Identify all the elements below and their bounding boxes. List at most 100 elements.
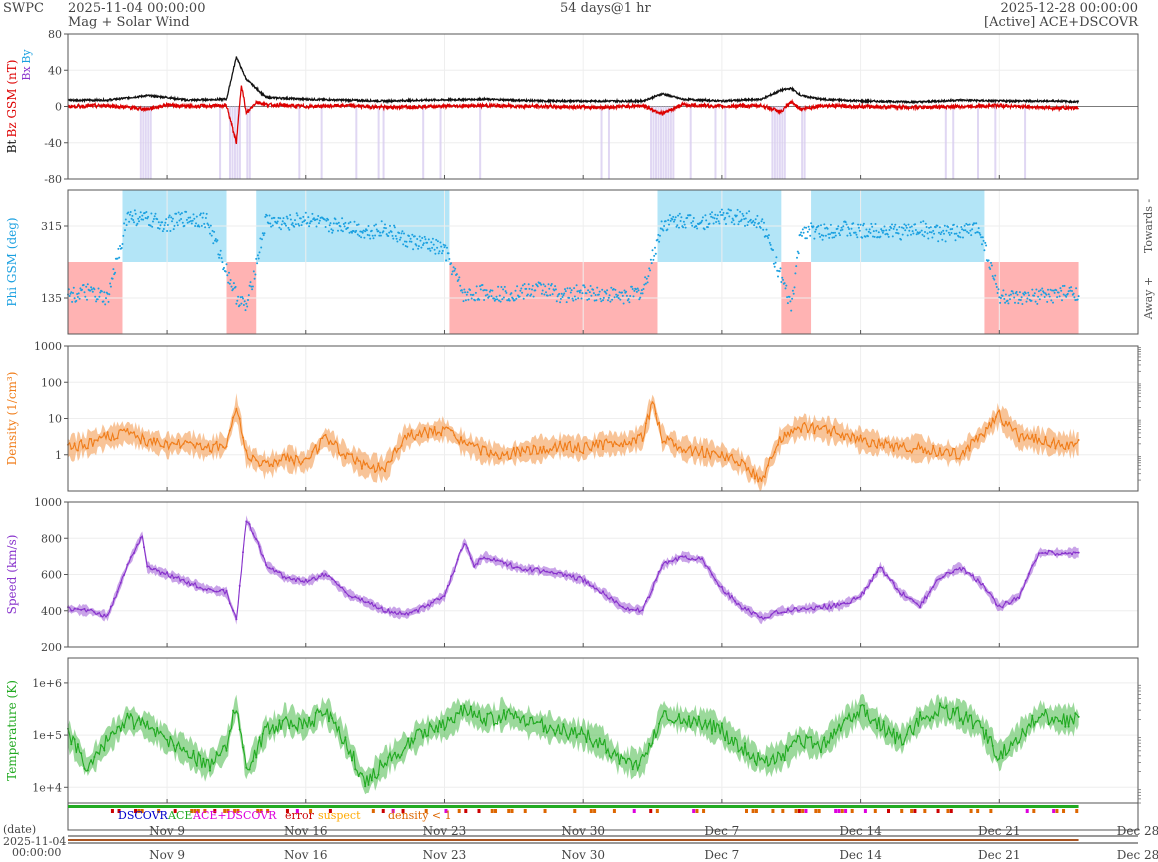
speed-point: [331, 578, 334, 581]
density-point: [469, 442, 472, 445]
speed-point: [925, 597, 928, 600]
phi-point: [531, 284, 534, 287]
phi-point: [848, 232, 851, 235]
phi-point: [895, 228, 898, 231]
phi-point: [955, 232, 958, 235]
temperature-point: [796, 734, 799, 737]
phi-point: [1045, 293, 1048, 296]
density-point: [506, 451, 509, 454]
speed-point: [909, 597, 912, 600]
phi-point: [377, 230, 380, 233]
phi-point: [874, 223, 877, 225]
phi-point: [460, 289, 463, 292]
phi-point: [406, 245, 409, 248]
density-point: [324, 433, 327, 436]
phi-point: [261, 232, 264, 235]
phi-point: [545, 291, 547, 294]
phi-point: [641, 292, 644, 295]
density-point: [711, 450, 713, 453]
speed-point: [360, 597, 363, 600]
phi-point: [690, 221, 693, 224]
speed-point: [1071, 553, 1073, 556]
status-source-bar: [68, 805, 1079, 808]
phi-point: [422, 244, 424, 246]
mag-ytick-label-4: -80: [44, 173, 62, 186]
phi-point: [375, 223, 377, 226]
speed-point: [598, 591, 601, 594]
temperature-point: [1061, 722, 1063, 725]
phi-point: [1048, 295, 1051, 298]
phi-point: [437, 252, 440, 255]
density-point: [519, 454, 522, 457]
phi-point: [483, 299, 486, 301]
phi-point: [839, 234, 841, 237]
phi-point: [962, 236, 964, 239]
temperature-point: [1014, 737, 1017, 740]
phi-point: [363, 236, 366, 239]
phi-point: [150, 212, 153, 215]
temperature-point: [829, 732, 832, 735]
density-point: [119, 428, 122, 431]
phi-point: [803, 226, 806, 229]
phi-point: [368, 234, 371, 237]
density-point: [331, 442, 334, 445]
temperature-point: [730, 736, 733, 739]
density-point: [644, 422, 647, 425]
phi-point: [709, 213, 712, 216]
legend-ace: ACE: [167, 809, 192, 822]
phi-point: [491, 289, 494, 292]
legend-ace-dscovr: ACE+DSCOVR: [192, 809, 277, 822]
phi-point: [202, 212, 205, 215]
phi-point: [140, 218, 143, 221]
phi-point: [301, 221, 304, 224]
phi-point: [1008, 294, 1011, 297]
density-point: [654, 412, 657, 415]
temperature-point: [813, 742, 816, 745]
phi-point: [122, 234, 125, 237]
phi-point: [258, 251, 261, 254]
temperature-point: [654, 736, 657, 738]
density-point: [156, 438, 159, 440]
phi-point: [1047, 288, 1049, 291]
bz-south-marker: [248, 106, 251, 179]
phi-point: [270, 225, 273, 228]
temperature-point: [489, 711, 492, 714]
phi-point: [628, 301, 631, 304]
phi-point: [760, 220, 763, 223]
phi-point: [356, 233, 359, 236]
phi-point: [383, 226, 386, 229]
density-point: [195, 442, 198, 445]
status-flag: [751, 809, 755, 813]
bz-south-marker: [662, 106, 665, 179]
speed-point: [166, 571, 169, 574]
phi-point: [879, 235, 882, 238]
status-flag: [781, 809, 785, 813]
status-flag: [1025, 809, 1029, 813]
phi-point: [651, 249, 654, 252]
speed-point: [529, 566, 532, 569]
density-point: [169, 443, 172, 446]
phi-point: [204, 226, 207, 229]
phi-point: [934, 226, 937, 229]
phi-point: [555, 300, 558, 303]
phi-point: [585, 292, 588, 295]
speed-point: [760, 616, 763, 618]
speed-point: [212, 589, 215, 592]
speed-point: [876, 571, 879, 574]
phi-point: [673, 220, 675, 223]
density-point: [625, 443, 628, 446]
phi-point: [669, 219, 672, 222]
speed-point: [235, 618, 238, 621]
phi-point: [676, 224, 679, 227]
phi-point: [1018, 298, 1021, 301]
density-point: [288, 459, 291, 462]
speed-point: [942, 575, 945, 578]
phi-point: [252, 270, 255, 273]
temperature-point: [440, 726, 443, 729]
bz-south-marker: [771, 106, 774, 179]
density-point: [209, 450, 211, 452]
phi-point: [859, 223, 862, 226]
phi-point: [343, 225, 346, 228]
phi-point: [677, 214, 680, 217]
phi-point: [577, 297, 580, 300]
